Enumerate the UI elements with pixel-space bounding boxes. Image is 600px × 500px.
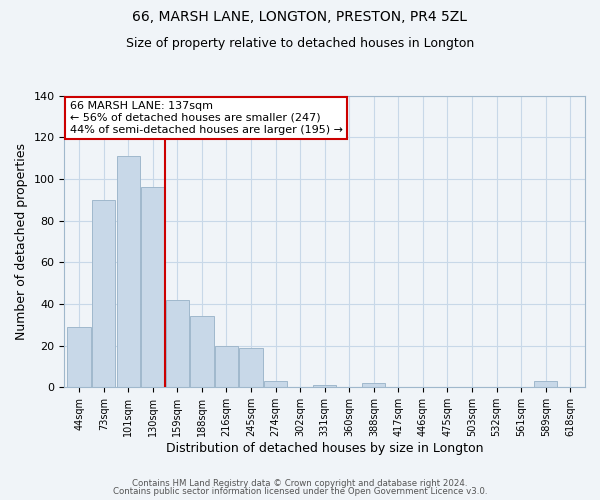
Bar xyxy=(141,187,164,388)
Bar xyxy=(92,200,115,388)
Text: Size of property relative to detached houses in Longton: Size of property relative to detached ho… xyxy=(126,38,474,51)
Text: Contains public sector information licensed under the Open Government Licence v3: Contains public sector information licen… xyxy=(113,487,487,496)
Text: 66 MARSH LANE: 137sqm
← 56% of detached houses are smaller (247)
44% of semi-det: 66 MARSH LANE: 137sqm ← 56% of detached … xyxy=(70,102,343,134)
X-axis label: Distribution of detached houses by size in Longton: Distribution of detached houses by size … xyxy=(166,442,484,455)
Text: Contains HM Land Registry data © Crown copyright and database right 2024.: Contains HM Land Registry data © Crown c… xyxy=(132,478,468,488)
Bar xyxy=(166,300,189,388)
Bar xyxy=(116,156,140,388)
Bar xyxy=(215,346,238,388)
Bar xyxy=(313,386,337,388)
Bar xyxy=(67,327,91,388)
Y-axis label: Number of detached properties: Number of detached properties xyxy=(15,143,28,340)
Bar xyxy=(534,381,557,388)
Bar xyxy=(362,383,385,388)
Bar xyxy=(264,381,287,388)
Text: 66, MARSH LANE, LONGTON, PRESTON, PR4 5ZL: 66, MARSH LANE, LONGTON, PRESTON, PR4 5Z… xyxy=(133,10,467,24)
Bar xyxy=(190,316,214,388)
Bar xyxy=(239,348,263,388)
